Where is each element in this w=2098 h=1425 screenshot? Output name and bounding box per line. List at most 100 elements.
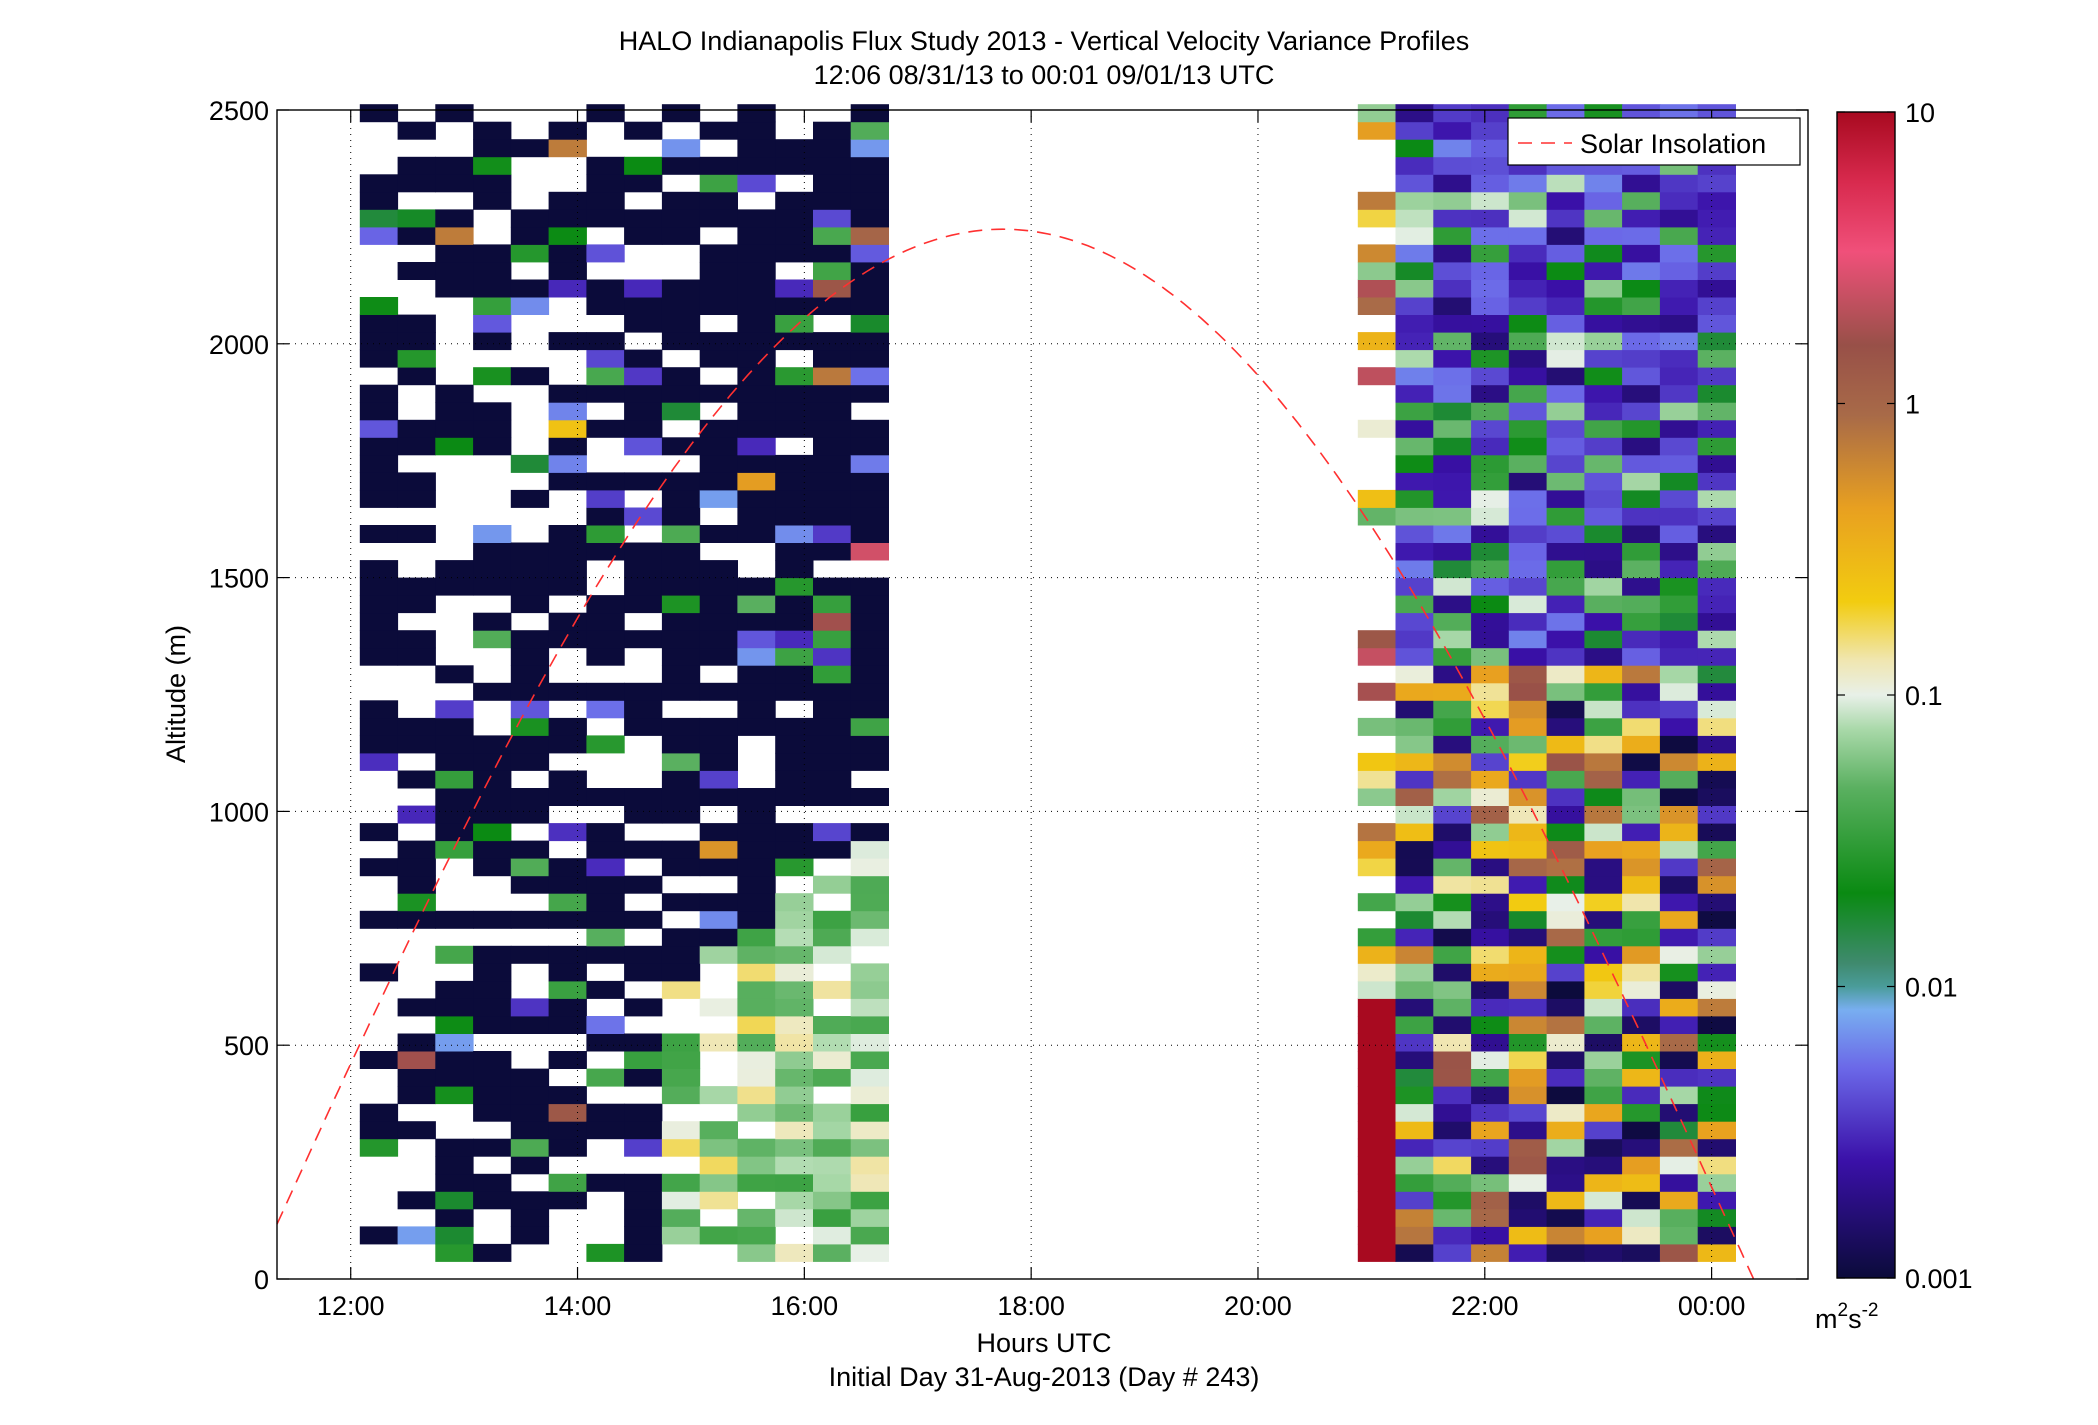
heatmap-cell [397,262,436,280]
heatmap-cell [435,1191,474,1210]
heatmap-cell [1508,507,1548,526]
heatmap-cell [850,910,889,929]
heatmap-cell [586,104,625,123]
heatmap-cell [737,682,776,701]
heatmap-cell [1471,262,1510,280]
heatmap-cell [699,770,738,789]
heatmap-cell [1433,121,1472,140]
heatmap-cell [397,717,436,736]
heatmap-cell [1584,1103,1623,1122]
heatmap-cell [1546,367,1585,386]
heatmap-cell [813,454,852,473]
heatmap-cell [510,1226,550,1245]
heatmap-cell [1395,612,1434,631]
heatmap-cell [737,472,776,491]
heatmap-cell [850,1226,889,1245]
heatmap-cell [397,910,436,929]
heatmap-cell [1546,612,1585,631]
heatmap-cell [813,226,852,245]
heatmap-cell [1584,367,1623,386]
heatmap-cell [1659,314,1699,333]
heatmap-cell [1357,928,1397,947]
heatmap-cell [661,630,701,649]
heatmap-cell [359,349,399,368]
heatmap-cell [473,1051,512,1069]
heatmap-cell [1584,1156,1623,1175]
heatmap-cell [1697,805,1736,824]
heatmap-cell [624,1173,663,1192]
heatmap-cell [699,297,738,315]
heatmap-cell [510,1191,550,1210]
heatmap-cell [1357,1226,1397,1245]
heatmap-cell [473,367,512,386]
heatmap-cell [1433,367,1472,386]
heatmap-cell [359,595,399,614]
heatmap-cell [1659,1121,1699,1140]
heatmap-cell [1395,1208,1434,1227]
heatmap-cell [1433,928,1472,947]
heatmap-cell [1622,875,1661,894]
heatmap-cell [1546,595,1585,614]
heatmap-cell [1546,542,1585,561]
heatmap-cell [1508,875,1548,894]
heatmap-cell [699,437,738,456]
heatmap-cell [1395,1086,1434,1105]
heatmap-cell [1659,893,1699,912]
heatmap-cell [1697,472,1736,491]
heatmap-cell [624,384,663,403]
heatmap-cell [661,1208,701,1227]
heatmap-cell [661,945,701,964]
heatmap-cell [1622,297,1661,315]
heatmap-cell [1508,945,1548,964]
heatmap-cell [473,998,512,1017]
heatmap-cell [850,174,889,193]
heatmap-cell [1471,1191,1510,1210]
heatmap-cell [661,472,701,491]
heatmap-cell [1622,700,1661,719]
heatmap-cell [661,279,701,298]
heatmap-cell [397,1226,436,1245]
heatmap-cell [1659,1138,1699,1157]
heatmap-cell [1659,1016,1699,1034]
heatmap-cell [1584,1226,1623,1245]
heatmap-cell [397,472,436,491]
heatmap-cell [1622,980,1661,999]
heatmap-cell [1546,700,1585,719]
heatmap-cell [1508,998,1548,1017]
heatmap-cell [1508,682,1548,701]
heatmap-cell [1395,139,1434,158]
heatmap-cell [435,840,474,859]
heatmap-cell [850,595,889,614]
heatmap-cell [624,1138,663,1157]
heatmap-cell [1395,104,1434,123]
heatmap-cell [1584,1033,1623,1052]
heatmap-cell [1433,1208,1472,1227]
heatmap-cell [624,121,663,140]
heatmap-cell [813,980,852,999]
heatmap-cell [1622,454,1661,473]
heatmap-cell [397,367,436,386]
heatmap-cell [850,788,889,806]
heatmap-cell [661,577,701,596]
heatmap-cell [850,823,889,842]
heatmap-cell [737,1243,776,1262]
heatmap-cell [473,963,512,982]
heatmap-cell [850,1016,889,1034]
heatmap-cell [813,174,852,193]
heatmap-cell [1622,647,1661,666]
heatmap-cell [1357,980,1397,999]
heatmap-cell [737,367,776,386]
heatmap-cell [1546,717,1585,736]
heatmap-cell [661,963,701,982]
heatmap-cell [737,262,776,280]
heatmap-cell [1659,963,1699,982]
heatmap-cell [397,1191,436,1210]
heatmap-cell [737,121,776,140]
heatmap-cell [586,1243,625,1262]
heatmap-cell [1357,1156,1397,1175]
heatmap-cell [699,752,738,771]
heatmap-cell [473,297,512,315]
heatmap-cell [1697,367,1736,386]
heatmap-cell [586,595,625,614]
heatmap-cell [1471,577,1510,596]
